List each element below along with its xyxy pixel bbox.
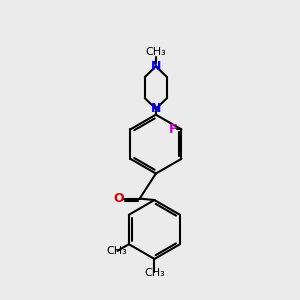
Text: CH₃: CH₃ xyxy=(144,268,165,278)
Text: N: N xyxy=(151,102,161,115)
Text: N: N xyxy=(151,60,161,73)
Text: O: O xyxy=(113,192,124,205)
Text: CH₃: CH₃ xyxy=(106,246,127,256)
Text: CH₃: CH₃ xyxy=(146,47,166,57)
Text: F: F xyxy=(169,123,177,136)
